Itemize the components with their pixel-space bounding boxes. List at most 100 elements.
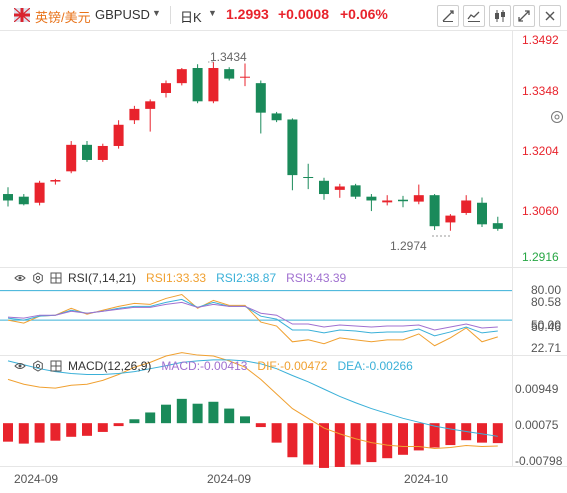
macd-bar — [145, 412, 156, 424]
candle-body — [287, 119, 298, 176]
candle-body — [350, 185, 361, 197]
candle-body — [271, 113, 282, 121]
macd-bar — [3, 423, 13, 442]
price-change: +0.0008 — [278, 6, 329, 22]
chevron-down-icon[interactable]: ▼ — [152, 8, 161, 18]
eye-icon[interactable] — [14, 272, 26, 284]
rsi-tick: 50.46 — [531, 320, 562, 334]
candle-body — [382, 200, 393, 203]
price-plot — [3, 61, 503, 237]
macd-bar — [492, 423, 503, 444]
candle-body — [192, 68, 203, 102]
rsi-plot — [0, 290, 512, 347]
macd-bar — [192, 403, 203, 424]
price-tick: 1.2916 — [522, 250, 559, 264]
dif-value: DIF:-0.00472 — [257, 359, 328, 373]
price-change-pct: +0.06% — [340, 6, 388, 22]
macd-header: MACD(12,26,9) MACD:-0.00413 DIF:-0.00472… — [14, 359, 413, 373]
divider — [170, 6, 171, 24]
macd-bar — [176, 398, 187, 424]
candle-type-button[interactable] — [489, 5, 511, 27]
rsi-tick: 50.00 — [531, 318, 562, 332]
candle-body — [50, 180, 61, 182]
rsi-title: RSI(7,14,21) — [68, 271, 137, 285]
gear-icon[interactable] — [32, 272, 44, 284]
macd-tick: 0.00949 — [515, 382, 559, 396]
fullscreen-button[interactable] — [513, 5, 535, 27]
candle-body — [319, 180, 329, 195]
macd-title: MACD(12,26,9) — [68, 359, 152, 373]
indicator-button[interactable] — [463, 5, 485, 27]
settings-button[interactable] — [550, 110, 564, 129]
expand-icon[interactable] — [50, 272, 62, 284]
macd-value: MACD:-0.00413 — [161, 359, 248, 373]
macd-bar — [50, 423, 61, 441]
price-tick: 1.3492 — [522, 33, 559, 47]
rsi-header: RSI(7,14,21) RSI1:33.33 RSI2:38.87 RSI3:… — [14, 271, 346, 285]
gear-icon — [551, 111, 563, 123]
macd-bar — [113, 423, 124, 427]
gear-icon[interactable] — [32, 360, 44, 372]
rsi2-value: RSI2:38.87 — [216, 271, 277, 285]
candle-body — [429, 195, 440, 227]
macd-bar — [240, 416, 250, 424]
draw-button[interactable] — [437, 5, 459, 27]
close-button[interactable] — [539, 5, 561, 27]
candle-body — [97, 145, 108, 160]
macd-bar — [429, 423, 440, 448]
rsi-tick: 80.00 — [531, 283, 562, 297]
candle-body — [3, 194, 13, 201]
dea-value: DEA:-0.00266 — [337, 359, 413, 373]
macd-bar — [34, 423, 45, 443]
macd-bar — [129, 419, 140, 424]
candle-body — [240, 76, 250, 78]
candle-body — [18, 196, 29, 205]
symbol-name[interactable]: 英镑/美元 — [35, 10, 91, 25]
macd-bar — [350, 423, 361, 465]
candle-body — [366, 196, 377, 201]
candle-body — [208, 68, 219, 102]
macd-bar — [82, 423, 92, 436]
candle-body — [303, 177, 314, 179]
macd-bar — [445, 423, 456, 446]
macd-tick: 0.00075 — [515, 418, 559, 432]
candle-body — [82, 144, 92, 160]
candle-body — [492, 223, 503, 229]
uk-flag-icon — [14, 8, 30, 22]
chevron-down-icon[interactable]: ▼ — [208, 8, 217, 18]
fullscreen-icon — [518, 10, 530, 22]
candle-body — [129, 108, 140, 121]
macd-bar — [161, 404, 171, 424]
low-label: 1.2974 — [390, 239, 427, 253]
period-selector[interactable]: 日K — [180, 10, 202, 25]
macd-bar — [66, 423, 77, 437]
macd-bar — [382, 423, 393, 459]
macd-bar — [255, 423, 266, 428]
candle-body — [445, 215, 456, 223]
candle-body — [176, 69, 187, 84]
candle-body — [161, 83, 171, 93]
candle-body — [477, 202, 487, 225]
last-price: 1.2993 — [226, 6, 269, 22]
price-tick: 1.3348 — [522, 84, 559, 98]
macd-bar — [303, 423, 314, 465]
symbol-code[interactable]: GBPUSD — [95, 7, 150, 22]
candle-body — [113, 124, 124, 146]
macd-bar — [413, 423, 424, 451]
high-label: 1.3434 — [210, 50, 247, 64]
macd-bar — [224, 408, 235, 424]
price-tick: 1.3060 — [522, 204, 559, 218]
expand-icon[interactable] — [50, 360, 62, 372]
candle-body — [398, 199, 408, 202]
candle-body — [255, 83, 266, 113]
rsi1-line — [7, 293, 498, 347]
rsi3-line — [7, 301, 498, 331]
candle-type-icon — [495, 10, 505, 22]
eye-icon[interactable] — [14, 360, 26, 372]
close-icon — [545, 11, 555, 21]
x-tick: 2024-10 — [404, 472, 449, 486]
macd-plot — [3, 352, 503, 468]
rsi-tick: 22.71 — [531, 341, 562, 355]
macd-bar — [271, 423, 282, 443]
